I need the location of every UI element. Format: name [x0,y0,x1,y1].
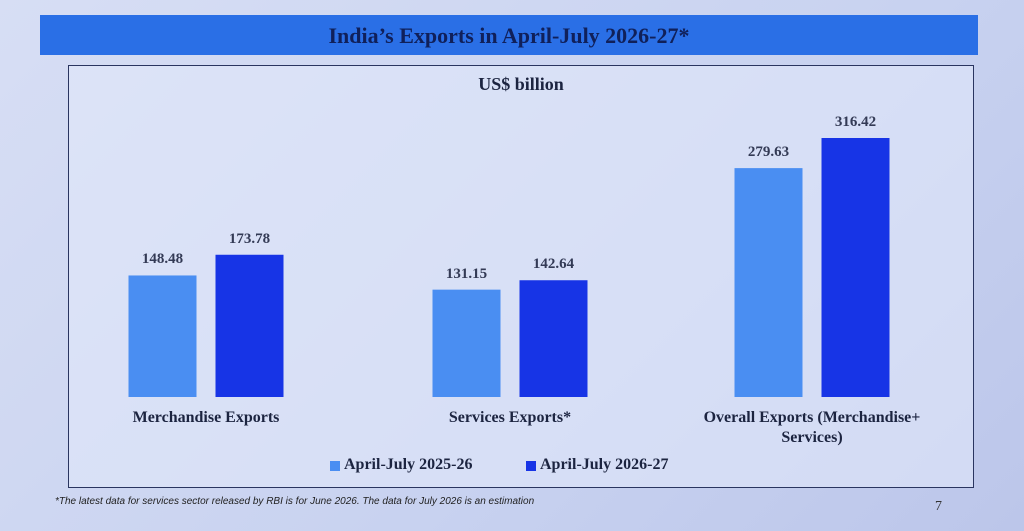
bar [215,254,284,397]
legend-swatch [330,461,340,471]
legend-label: April-July 2025-26 [344,456,473,473]
bar [128,275,197,397]
data-label: 148.48 [141,251,184,268]
x-tick-label: Services Exports* [448,409,572,426]
bar [734,168,803,397]
title-bar [40,15,978,55]
bar [821,138,890,397]
x-tick-label: Overall Exports (Merchandise+ Services) [703,409,921,446]
bar [519,280,588,397]
chart-subtitle: US$ billion [478,74,564,94]
data-label: 142.64 [532,256,575,273]
page-number: 7 [935,499,942,514]
data-label: 279.63 [747,144,790,161]
data-label: 131.15 [445,265,488,282]
data-label: 173.78 [228,230,271,247]
bar [432,289,501,397]
legend-label: April-July 2026-27 [540,456,669,473]
data-label: 316.42 [834,114,877,130]
legend-swatch [526,461,536,471]
chart-title: India’s Exports in April-July 2026-27* [328,23,690,48]
x-tick-label: Merchandise Exports [132,409,280,426]
footnote: *The latest data for services sector rel… [55,496,535,507]
